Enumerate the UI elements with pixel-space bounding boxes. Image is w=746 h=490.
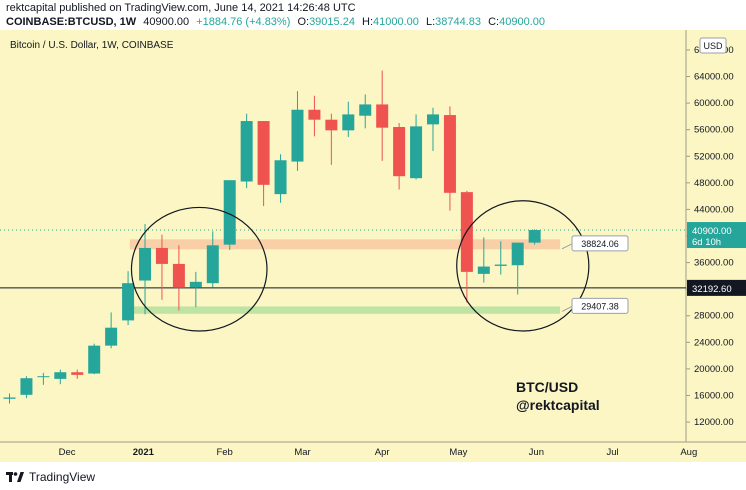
x-tick-label: Dec [59, 447, 76, 458]
highlight-ellipse-2 [456, 200, 590, 332]
y-tick-label: 12000.00 [694, 417, 734, 428]
annotation-pair: BTC/USD [516, 379, 578, 395]
chart-header: rektcapital published on TradingView.com… [0, 0, 746, 30]
high-label: H: [362, 16, 374, 28]
candle-body [122, 283, 135, 321]
low-label: L: [425, 16, 436, 28]
price-change: +1884.76 (+4.83%) [196, 16, 291, 28]
candle-body [223, 180, 236, 245]
candle-body [359, 104, 372, 116]
y-tick-label: 48000.00 [694, 178, 734, 189]
x-tick-label: Apr [375, 447, 390, 458]
callout-pointer-2 [561, 305, 573, 312]
candle-body [189, 281, 202, 288]
chart-title: Bitcoin / U.S. Dollar, 1W, COINBASE [10, 40, 174, 51]
x-tick-label: Jun [529, 447, 544, 458]
y-tick-label: 24000.00 [694, 337, 734, 348]
candle-body [88, 345, 101, 374]
candle-body [37, 376, 50, 378]
last-price-countdown: 6d 10h [692, 237, 721, 248]
callout-label-1: 38824.06 [581, 239, 619, 249]
x-tick-label: Feb [216, 447, 232, 458]
candle-body [105, 327, 118, 346]
tradingview-brand: TradingView [29, 470, 96, 484]
chart-footer: TradingView [0, 462, 746, 490]
candle-body [325, 119, 338, 131]
close-value: 40900.00 [499, 16, 545, 28]
low-value: 38744.83 [435, 16, 482, 28]
candle-body [291, 109, 304, 162]
candle-body [477, 266, 490, 274]
candle-body [443, 115, 456, 193]
candle-body [206, 245, 219, 284]
candle-body [172, 263, 185, 288]
time-axis-background [0, 442, 746, 462]
y-tick-label: 64000.00 [694, 72, 734, 83]
y-tick-label: 60000.00 [694, 98, 734, 109]
last-price: 40900.00 [143, 16, 190, 28]
level-price-badge [687, 279, 746, 296]
candle-body [511, 242, 524, 266]
open-value: 39015.24 [309, 16, 355, 28]
callout-label-2: 29407.38 [581, 301, 619, 311]
currency-button[interactable] [699, 37, 727, 54]
candle-body [257, 121, 270, 185]
x-tick-label: 2021 [133, 447, 155, 458]
callout-pointer-1 [561, 243, 573, 250]
highlight-ellipse-1 [130, 206, 268, 332]
candle-body [54, 372, 67, 379]
plot-background [0, 30, 686, 442]
annotation-author: @rektcapital [516, 397, 600, 413]
callout-box-1 [571, 235, 629, 252]
candle-body [274, 160, 287, 195]
x-tick-label: Aug [680, 447, 697, 458]
candlestick-chart[interactable]: 38824.06 29407.38 12000.00 16000.00 20000.00… [0, 30, 746, 462]
y-tick-label: 56000.00 [694, 125, 734, 136]
x-tick-label: Mar [294, 447, 310, 458]
candle-body [393, 127, 406, 177]
candle-body [240, 121, 253, 182]
symbol-ohlc-line: COINBASE:BTCUSD, 1W 40900.00 +1884.76 (+… [6, 16, 545, 28]
candle-body [20, 378, 33, 395]
high-value: 41000.00 [373, 16, 419, 28]
currency-label[interactable]: USD [703, 41, 723, 51]
y-tick-label: 28000.00 [694, 311, 734, 322]
tradingview-logo[interactable]: TradingView [6, 470, 95, 484]
y-tick-label: 16000.00 [694, 390, 734, 401]
y-tick-label: 20000.00 [694, 364, 734, 375]
last-price-badge-value: 40900.00 [692, 226, 732, 237]
open-label: O: [297, 16, 310, 28]
callout-box-2 [571, 297, 629, 314]
candle-body [528, 230, 541, 243]
resistance-zone [129, 239, 561, 250]
candle-body [410, 126, 423, 179]
candle-body [71, 372, 84, 375]
tradingview-icon [6, 472, 24, 482]
candle-body [342, 114, 355, 131]
level-price-label: 32192.60 [692, 284, 732, 295]
candle-body [3, 397, 16, 399]
candle-body [427, 114, 439, 125]
candle-body [376, 104, 389, 128]
x-tick-label: May [449, 447, 467, 458]
y-tick-label: 52000.00 [694, 151, 734, 162]
y-tick-label: 44000.00 [694, 204, 734, 215]
symbol-label: COINBASE:BTCUSD, 1W [6, 16, 137, 28]
publisher-line: rektcapital published on TradingView.com… [6, 2, 356, 14]
candle-body [139, 247, 152, 281]
y-tick-label: 36000.00 [694, 258, 734, 269]
candle-body [155, 247, 168, 264]
support-zone [129, 306, 561, 314]
last-price-badge [687, 222, 746, 249]
close-label: C: [488, 16, 500, 28]
x-tick-label: Jul [606, 447, 618, 458]
candle-body [494, 264, 507, 266]
candle-body [308, 109, 321, 120]
